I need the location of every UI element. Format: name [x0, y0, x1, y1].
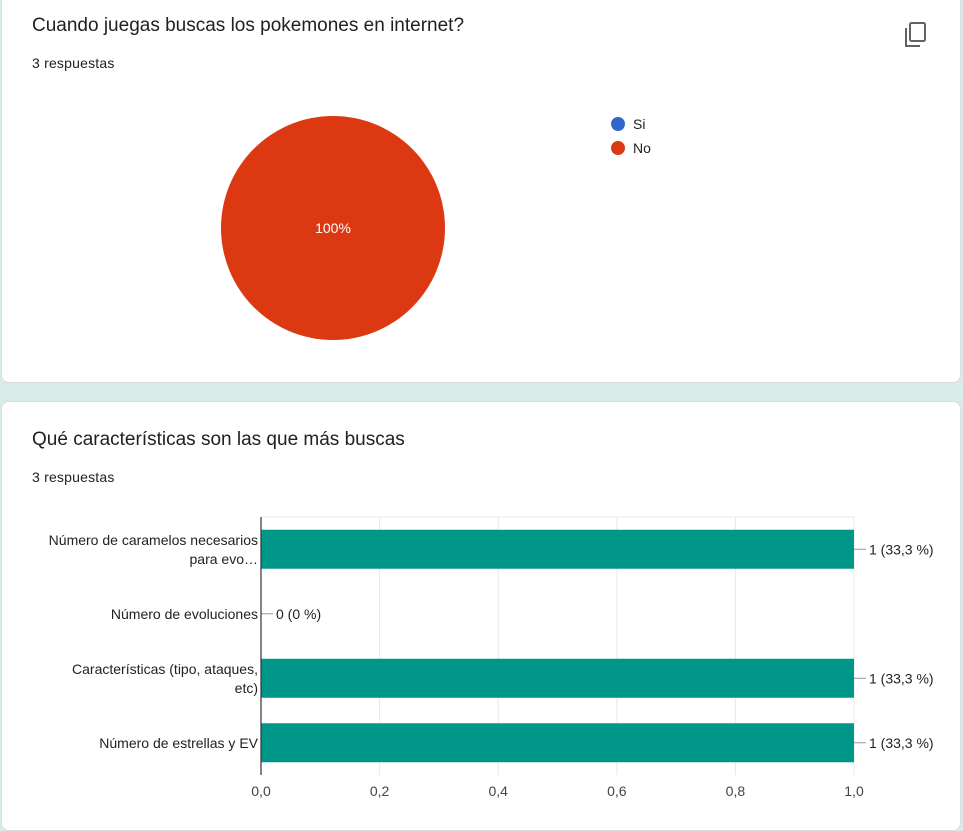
legend-marker-no [611, 141, 625, 155]
bar [261, 529, 854, 569]
bar-chart: 0,0 0,2 0,4 0,6 0,8 1,0 Número de caramelos ne… [49, 516, 934, 799]
x-tick-label: 1,0 [844, 783, 864, 799]
copy-icon [905, 22, 926, 47]
pie-chart: 100% Si No [221, 116, 651, 340]
question-card-caracteristicas: Qué características son las que más busc… [1, 401, 961, 831]
response-count: 3 respuestas [32, 55, 115, 71]
question-card-pokemon-internet: Cuando juegas buscas los pokemones en in… [1, 0, 961, 383]
x-tick-label: 0,6 [607, 783, 627, 799]
data-label: 1 (33,3 %) [869, 541, 934, 557]
data-label: 1 (33,3 %) [869, 735, 934, 751]
legend-marker-si [611, 117, 625, 131]
data-label: 1 (33,3 %) [869, 670, 934, 686]
x-tick-label: 0,2 [370, 783, 390, 799]
x-tick-label: 0,0 [251, 783, 271, 799]
legend-label-si: Si [633, 116, 645, 132]
category-label: Número de estrellas y EV [99, 735, 258, 751]
question-title: Qué características son las que más busc… [32, 429, 405, 450]
copy-chart-button[interactable] [898, 15, 934, 51]
response-count: 3 respuestas [32, 469, 115, 485]
pie-slice-label: 100% [315, 220, 351, 236]
pie-slice-no [221, 116, 445, 340]
category-label: Número de caramelos necesarios para evo… [49, 532, 258, 567]
bar [261, 658, 854, 698]
x-tick-label: 0,8 [726, 783, 746, 799]
data-label: 0 (0 %) [276, 606, 321, 622]
category-label: Características (tipo, ataques, etc) [72, 661, 258, 696]
legend-label-no: No [633, 140, 651, 156]
x-tick-label: 0,4 [488, 783, 508, 799]
bar [261, 723, 854, 763]
question-title: Cuando juegas buscas los pokemones en in… [32, 15, 465, 36]
category-label: Número de evoluciones [111, 606, 258, 622]
